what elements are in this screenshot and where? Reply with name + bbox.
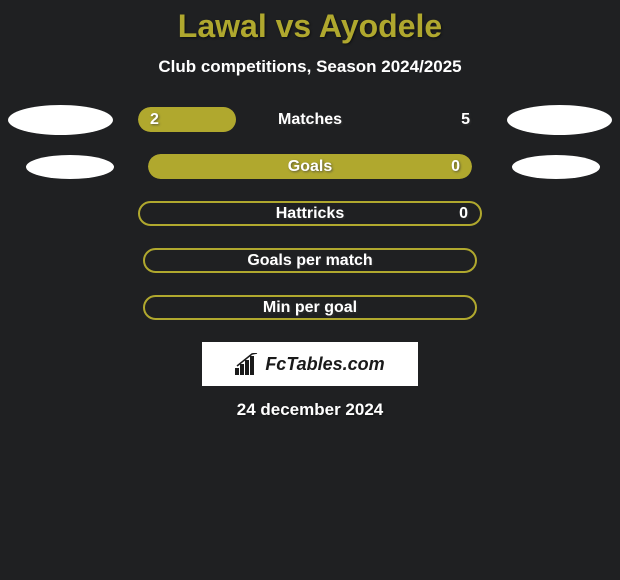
- player-oval-right: [512, 155, 600, 179]
- stat-row: Hattricks 0: [0, 201, 620, 226]
- stat-bar: Min per goal: [143, 295, 477, 320]
- stat-row: Goals 0: [0, 154, 620, 179]
- comparison-widget: Lawal vs Ayodele Club competitions, Seas…: [0, 0, 620, 420]
- logo-text: FcTables.com: [265, 354, 384, 375]
- stat-right-value: 0: [459, 205, 468, 223]
- subtitle: Club competitions, Season 2024/2025: [0, 57, 620, 77]
- stat-row: Goals per match: [0, 248, 620, 273]
- stat-bar: Goals 0: [148, 154, 472, 179]
- stat-label: Goals per match: [247, 252, 372, 270]
- page-title: Lawal vs Ayodele: [0, 8, 620, 45]
- logo-box[interactable]: FcTables.com: [202, 342, 418, 386]
- stat-label: Goals: [288, 158, 332, 176]
- stat-label: Matches: [278, 111, 342, 129]
- stat-bar: 2 Matches 5: [138, 107, 482, 132]
- stat-right-value: 0: [451, 158, 460, 176]
- player-oval-right: [507, 105, 612, 135]
- stat-label: Min per goal: [263, 299, 357, 317]
- stat-label: Hattricks: [276, 205, 344, 223]
- stat-row: Min per goal: [0, 295, 620, 320]
- player-oval-left: [26, 155, 114, 179]
- stat-row: 2 Matches 5: [0, 107, 620, 132]
- stat-left-value: 2: [150, 111, 159, 129]
- stat-bar: Hattricks 0: [138, 201, 482, 226]
- date-label: 24 december 2024: [0, 400, 620, 420]
- stats-list: 2 Matches 5 Goals 0 Hattricks 0 Goals per match…: [0, 107, 620, 320]
- stat-bar: Goals per match: [143, 248, 477, 273]
- logo: FcTables.com: [235, 353, 384, 375]
- stat-right-value: 5: [461, 111, 470, 129]
- bars-chart-icon: [235, 353, 261, 375]
- player-oval-left: [8, 105, 113, 135]
